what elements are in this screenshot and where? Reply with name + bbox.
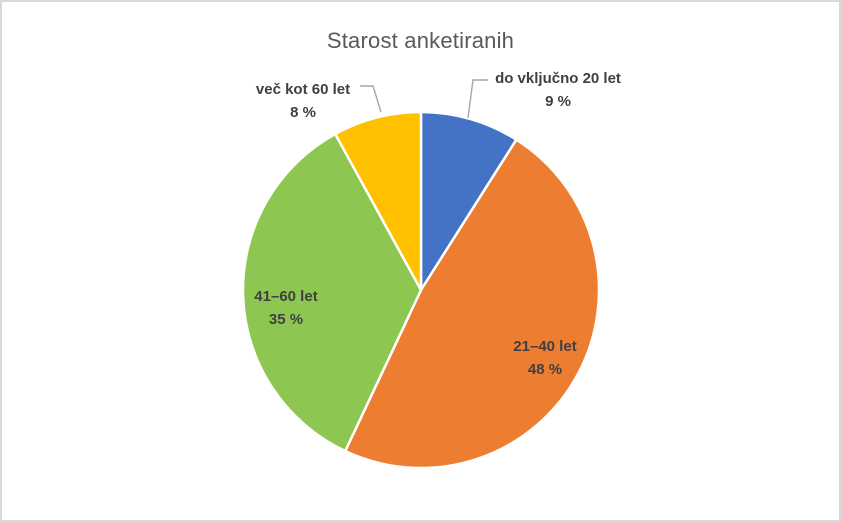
data-label-value: 48 % [527, 361, 563, 378]
data-label-do-vkljucno-20-let: do vključno 20 let 9 % [495, 67, 621, 113]
leader-lines [360, 79, 488, 119]
pie-slice-1 [419, 110, 518, 292]
data-label-category: 41–60 let [254, 288, 318, 305]
chart-title: Starost anketiranih [326, 28, 515, 53]
data-label-category: več kot 60 let [255, 81, 351, 98]
pie-slices [241, 110, 601, 470]
data-label-value: 9 % [545, 93, 571, 110]
pie-slice-3 [241, 132, 423, 453]
data-label-vec-kot-60-let: več kot 60 let 8 % [256, 78, 350, 124]
data-label-value: 35 % [268, 311, 304, 328]
pie-slice-2 [343, 138, 601, 470]
data-label-category: 21–40 let [513, 338, 577, 355]
pie-slice-4 [334, 110, 423, 292]
data-label-41-60-let: 41–60 let 35 % [254, 285, 317, 331]
leader-line-do-vkljucno-20-let [467, 79, 488, 119]
leader-line-vec-kot-60-let [360, 85, 382, 113]
data-label-21-40-let: 21–40 let 48 % [513, 335, 576, 381]
data-label-category: do vključno 20 let [495, 70, 621, 87]
data-label-value: 8 % [290, 104, 316, 121]
